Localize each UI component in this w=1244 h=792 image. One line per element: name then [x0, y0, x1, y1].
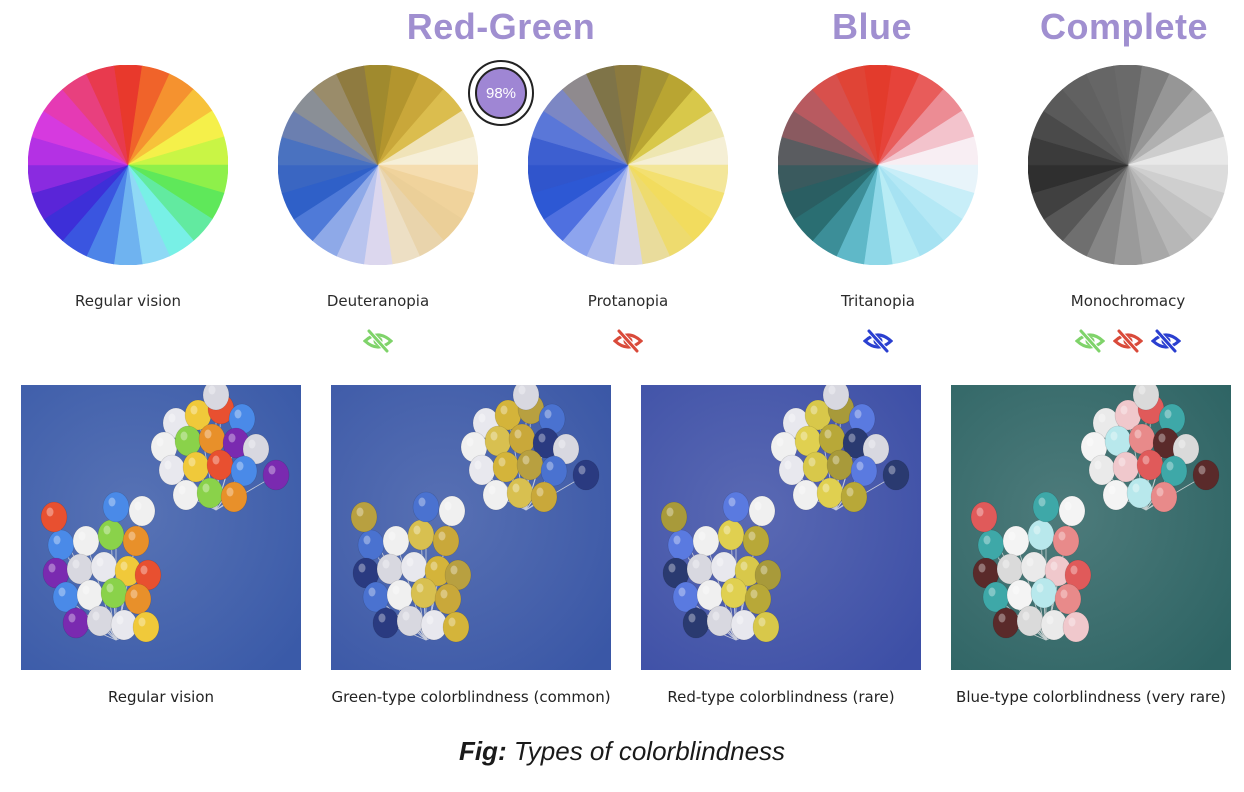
color-wheel-deuteranopia	[278, 65, 478, 265]
title-complete: Complete	[1039, 6, 1209, 47]
eye-slash-green-icon	[363, 329, 393, 353]
wheel-segment	[586, 65, 629, 166]
eye-slash-red-icon	[613, 329, 643, 353]
percentage-badge-value: 98%	[475, 67, 527, 119]
wheel-label-regular: Regular vision	[74, 292, 182, 310]
wheel-segment	[1086, 65, 1129, 166]
wheel-label-tritanopia: Tritanopia	[841, 292, 915, 310]
balloon-photo-green-type	[331, 385, 611, 670]
wheel-label-protanopia: Protanopia	[587, 292, 669, 310]
icon-row-deuteranopia	[363, 328, 393, 356]
percentage-badge: 98%	[468, 60, 534, 126]
balloon-photo-red-type	[641, 385, 921, 670]
wheel-segment	[836, 65, 879, 166]
title-red-green: Red-Green	[406, 6, 596, 47]
balloon-photo-blue-type	[951, 385, 1231, 670]
balloon-photo-regular	[21, 385, 301, 670]
caption-text: Types of colorblindness	[506, 736, 786, 766]
icon-row-monochromacy	[1075, 328, 1181, 356]
eye-slash-blue-icon	[1151, 329, 1181, 353]
eye-slash-green-icon	[1075, 329, 1105, 353]
eye-slash-red-icon	[1113, 329, 1143, 353]
photo-label-regular: Regular vision	[107, 688, 215, 706]
figure-caption: Fig: Types of colorblindness	[459, 736, 785, 767]
wheel-label-monochromacy: Monochromacy	[1070, 292, 1186, 310]
color-wheel-regular	[28, 65, 228, 265]
color-wheel-monochromacy	[1028, 65, 1228, 265]
eye-slash-blue-icon	[863, 329, 893, 353]
color-wheel-protanopia	[528, 65, 728, 265]
photo-label-green-type: Green-type colorblindness (common)	[331, 688, 611, 706]
caption-prefix: Fig:	[458, 736, 507, 766]
photo-label-blue-type: Blue-type colorblindness (very rare)	[956, 688, 1226, 706]
photo-label-red-type: Red-type colorblindness (rare)	[667, 688, 895, 706]
icon-row-tritanopia	[863, 328, 893, 356]
color-wheel-tritanopia	[778, 65, 978, 265]
icon-row-protanopia	[613, 328, 643, 356]
wheel-label-deuteranopia: Deuteranopia	[326, 292, 430, 310]
wheel-segment	[336, 65, 379, 166]
wheel-segment	[86, 65, 129, 166]
title-blue: Blue	[831, 6, 913, 47]
